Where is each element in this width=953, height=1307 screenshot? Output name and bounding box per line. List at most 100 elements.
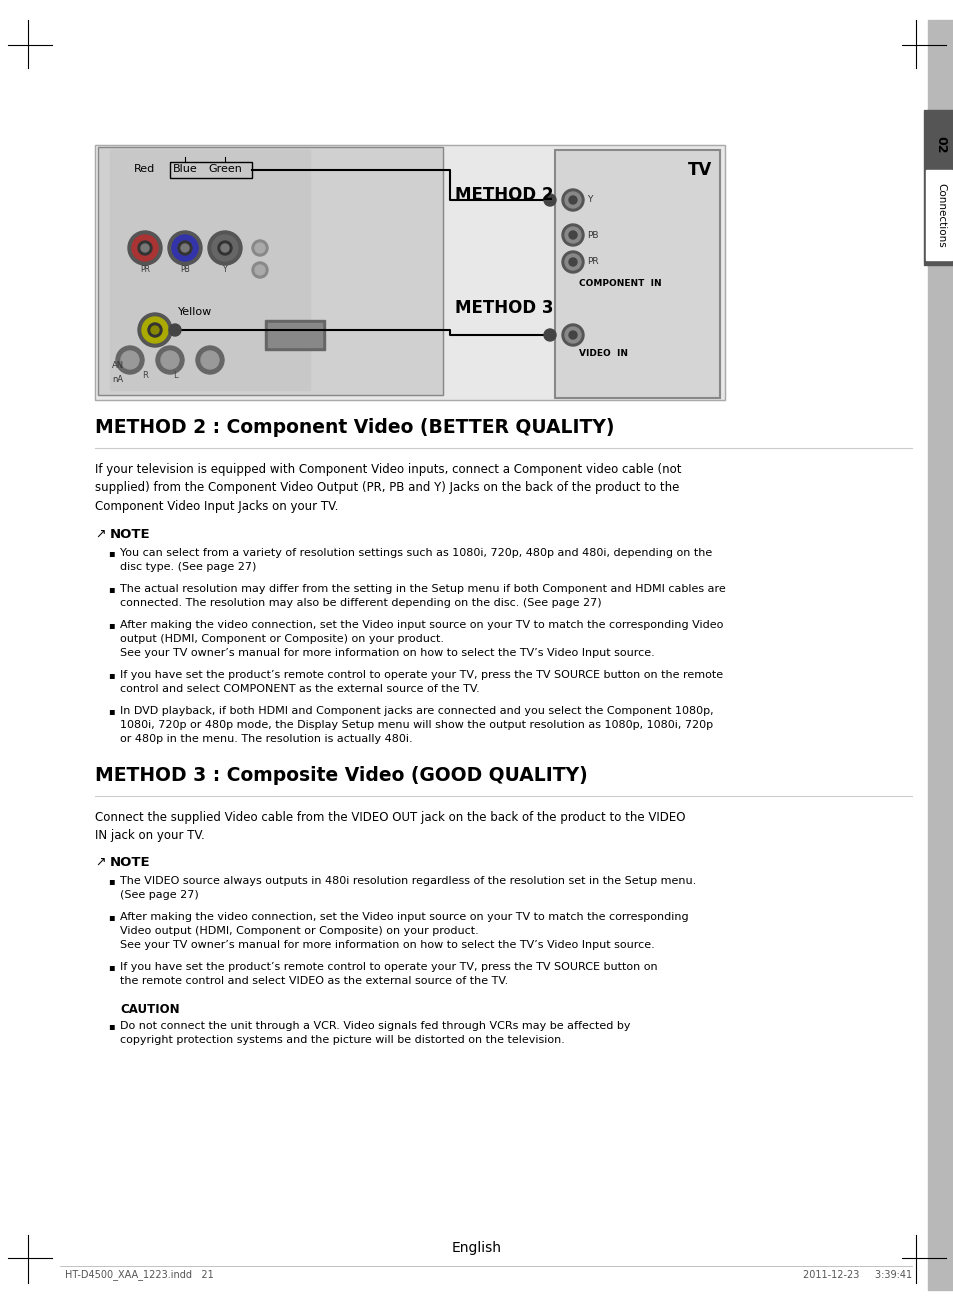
Circle shape [141, 244, 149, 252]
Text: ▪: ▪ [108, 620, 114, 630]
Circle shape [208, 231, 242, 265]
Text: Connect the supplied Video cable from the VIDEO OUT jack on the back of the prod: Connect the supplied Video cable from th… [95, 812, 685, 843]
Circle shape [561, 251, 583, 273]
Text: PB: PB [586, 230, 598, 239]
Text: ↗: ↗ [95, 528, 106, 541]
Text: ▪: ▪ [108, 876, 114, 886]
Circle shape [543, 193, 556, 207]
Circle shape [561, 190, 583, 210]
Circle shape [148, 323, 162, 337]
Circle shape [172, 235, 198, 261]
Bar [927, 20, 953, 1290]
Text: NOTE: NOTE [110, 528, 151, 541]
Circle shape [116, 346, 144, 374]
Text: PB: PB [180, 265, 190, 274]
Bar [110, 150, 310, 389]
Bar [98, 146, 442, 395]
Circle shape [132, 235, 158, 261]
Text: In DVD playback, if both HDMI and Component jacks are connected and you select t: In DVD playback, if both HDMI and Compon… [120, 706, 713, 744]
Text: ↗: ↗ [95, 856, 106, 869]
Text: If your television is equipped with Component Video inputs, connect a Component : If your television is equipped with Comp… [95, 463, 680, 514]
Circle shape [254, 243, 265, 254]
Text: nA: nA [112, 375, 123, 384]
Bar [265, 320, 325, 350]
Text: Blue: Blue [172, 163, 197, 174]
Text: METHOD 3 : Composite Video (GOOD QUALITY): METHOD 3 : Composite Video (GOOD QUALITY… [95, 766, 587, 786]
Text: Do not connect the unit through a VCR. Video signals fed through VCRs may be aff: Do not connect the unit through a VCR. V… [120, 1021, 630, 1046]
Text: After making the video connection, set the Video input source on your TV to matc: After making the video connection, set t… [120, 620, 722, 657]
Circle shape [212, 235, 237, 261]
Circle shape [561, 324, 583, 346]
Circle shape [252, 261, 268, 278]
Text: TV: TV [687, 161, 711, 179]
Text: After making the video connection, set the Video input source on your TV to matc: After making the video connection, set t… [120, 912, 688, 950]
Circle shape [156, 346, 184, 374]
Bar [98, 146, 442, 395]
Text: English: English [452, 1242, 501, 1255]
Text: If you have set the product’s remote control to operate your TV, press the TV SO: If you have set the product’s remote con… [120, 670, 722, 694]
Text: HT-D4500_XAA_1223.indd   21: HT-D4500_XAA_1223.indd 21 [65, 1269, 213, 1281]
Text: ▪: ▪ [108, 670, 114, 680]
Circle shape [181, 244, 189, 252]
Circle shape [561, 223, 583, 246]
Circle shape [121, 352, 139, 369]
Text: 02: 02 [934, 136, 946, 154]
Circle shape [568, 257, 577, 267]
Text: AN: AN [112, 361, 124, 370]
Text: ▪: ▪ [108, 962, 114, 972]
Circle shape [169, 324, 181, 336]
Circle shape [128, 231, 162, 265]
Bar [555, 150, 720, 399]
Text: NOTE: NOTE [110, 856, 151, 869]
Text: Y: Y [222, 265, 227, 274]
Text: METHOD 2: METHOD 2 [455, 186, 553, 204]
Text: COMPONENT  IN: COMPONENT IN [578, 278, 661, 288]
Circle shape [201, 352, 219, 369]
Text: ▪: ▪ [108, 912, 114, 921]
Circle shape [138, 240, 152, 255]
Text: R: R [142, 370, 148, 379]
Circle shape [568, 231, 577, 239]
Text: 2011-12-23     3:39:41: 2011-12-23 3:39:41 [802, 1270, 911, 1280]
Circle shape [168, 231, 202, 265]
Circle shape [195, 346, 224, 374]
Circle shape [564, 192, 580, 208]
Bar [925, 170, 951, 260]
Circle shape [161, 352, 179, 369]
Text: Red: Red [134, 163, 155, 174]
Text: METHOD 3: METHOD 3 [455, 299, 553, 318]
Bar [95, 145, 724, 400]
Bar [170, 162, 252, 178]
Circle shape [221, 244, 229, 252]
Text: PR: PR [140, 265, 150, 274]
Circle shape [151, 325, 159, 335]
Text: ▪: ▪ [108, 584, 114, 593]
Text: Y: Y [586, 196, 592, 204]
Text: Connections: Connections [935, 183, 945, 247]
Text: The VIDEO source always outputs in 480i resolution regardless of the resolution : The VIDEO source always outputs in 480i … [120, 876, 696, 901]
Text: Green: Green [208, 163, 242, 174]
Bar [268, 323, 322, 346]
Text: L: L [172, 370, 177, 379]
Text: If you have set the product’s remote control to operate your TV, press the TV SO: If you have set the product’s remote con… [120, 962, 657, 985]
Circle shape [254, 265, 265, 274]
Text: The actual resolution may differ from the setting in the Setup menu if both Comp: The actual resolution may differ from th… [120, 584, 725, 608]
Circle shape [252, 240, 268, 256]
Text: ▪: ▪ [108, 1021, 114, 1031]
Bar [923, 110, 953, 265]
Text: You can select from a variety of resolution settings such as 1080i, 720p, 480p a: You can select from a variety of resolut… [120, 548, 712, 572]
Text: CAUTION: CAUTION [120, 1002, 179, 1016]
Circle shape [564, 327, 580, 342]
Text: VIDEO  IN: VIDEO IN [578, 349, 627, 358]
Text: ▪: ▪ [108, 548, 114, 558]
Circle shape [543, 329, 556, 341]
Bar [95, 145, 724, 400]
Circle shape [142, 318, 168, 342]
Circle shape [568, 196, 577, 204]
Text: Yellow: Yellow [177, 307, 212, 318]
Circle shape [568, 331, 577, 339]
Text: ▪: ▪ [108, 706, 114, 716]
Circle shape [564, 227, 580, 243]
Circle shape [138, 312, 172, 346]
Circle shape [564, 254, 580, 271]
